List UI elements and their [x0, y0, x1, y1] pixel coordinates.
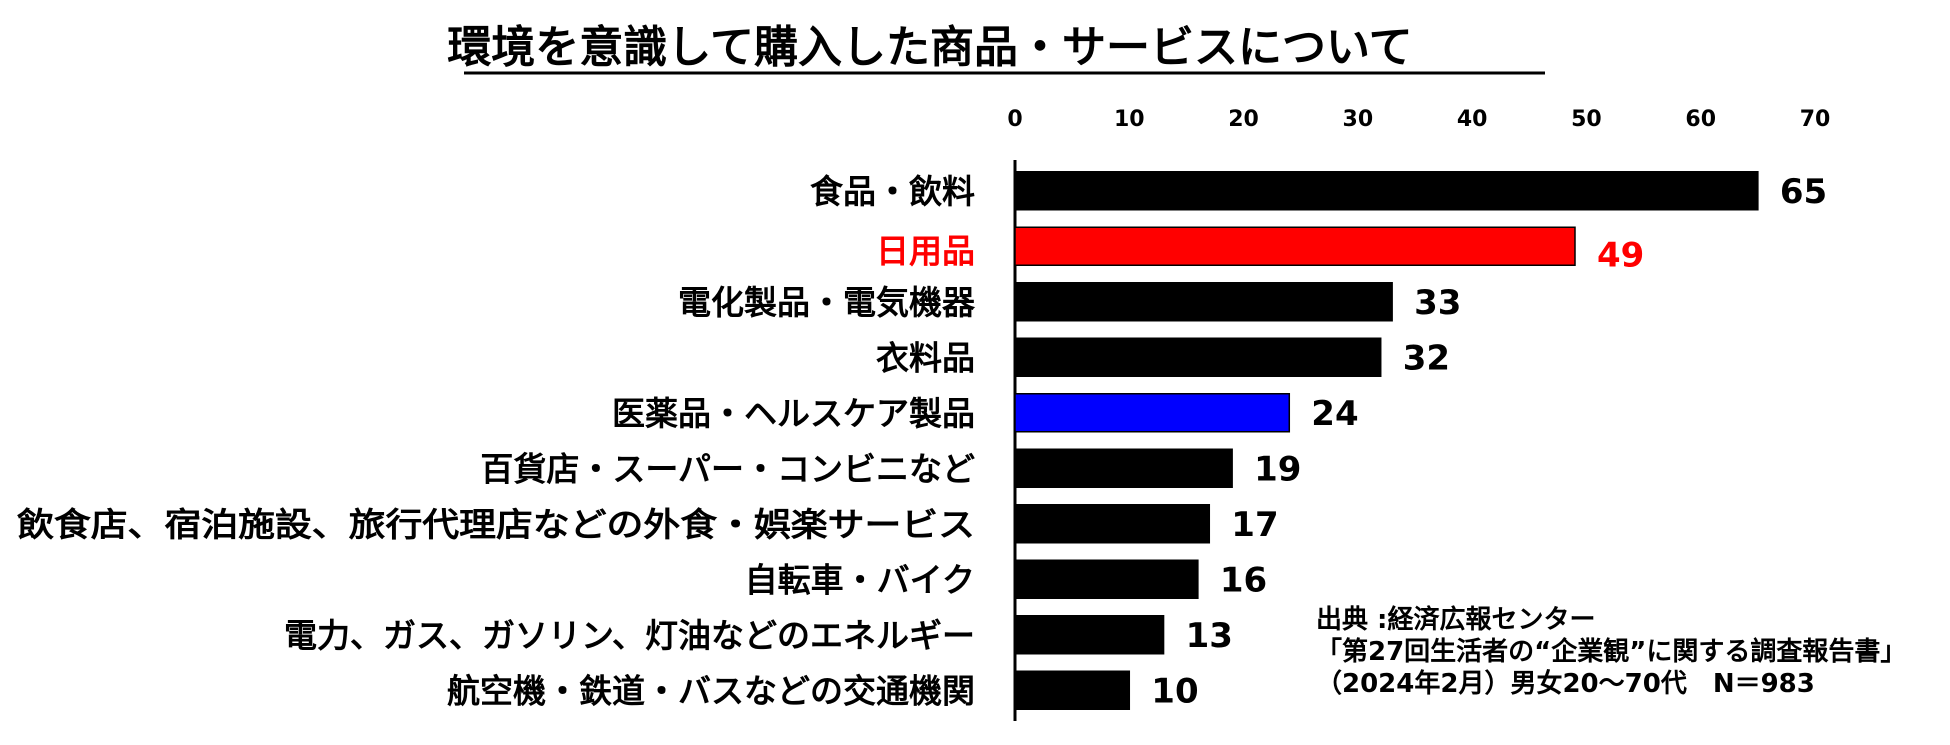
category-label: 食品・飲料	[810, 172, 975, 211]
x-tick-label: 50	[1571, 107, 1602, 132]
bar	[1014, 393, 1291, 433]
value-label: 65	[1780, 172, 1827, 212]
bar	[1014, 226, 1576, 266]
bar-series: 食品・飲料 65 日用品 49 電化製品・電気機器 33 衣料品 32 医薬品・ヘルスケア製品 2…	[17, 171, 1827, 711]
value-label: 32	[1403, 338, 1450, 378]
value-label: 13	[1186, 616, 1233, 656]
x-tick-label: 70	[1800, 107, 1831, 132]
value-label: 17	[1231, 505, 1278, 545]
category-label: 飲食店、宿泊施設、旅行代理店などの外食・娯楽サービス	[17, 505, 975, 544]
category-label: 電力、ガス、ガソリン、灯油などのエネルギー	[284, 616, 975, 655]
category-label: 日用品	[876, 231, 975, 270]
x-tick-label: 60	[1685, 107, 1716, 132]
category-label: 医薬品・ヘルスケア製品	[612, 394, 975, 433]
category-label: 電化製品・電気機器	[678, 283, 976, 322]
value-label: 49	[1597, 235, 1644, 275]
value-label: 10	[1151, 671, 1198, 711]
source-line-1: 出典 :経済広報センター	[1316, 604, 1595, 635]
value-label: 19	[1254, 449, 1301, 489]
value-label: 16	[1220, 560, 1267, 600]
bar	[1014, 337, 1382, 377]
category-label: 百貨店・スーパー・コンビニなど	[480, 449, 975, 488]
category-label: 自転車・バイク	[745, 560, 975, 599]
bar	[1014, 670, 1131, 710]
source-note: 出典 :経済広報センター 「第27回生活者の“企業観”に関する調査報告書」 （2…	[1316, 604, 1906, 699]
category-label: 衣料品	[876, 338, 975, 377]
bar	[1014, 504, 1211, 544]
category-label: 航空機・鉄道・バスなどの交通機関	[447, 671, 975, 710]
source-line-3: （2024年2月）男女20～70代 N＝983	[1316, 668, 1815, 699]
bar	[1014, 171, 1759, 211]
bar	[1014, 559, 1199, 599]
x-tick-label: 30	[1343, 107, 1374, 132]
x-axis-ticks: 0 10 20 30 40 50 60 70	[1007, 107, 1830, 132]
x-tick-label: 40	[1457, 107, 1488, 132]
x-tick-label: 0	[1007, 107, 1022, 132]
source-line-2: 「第27回生活者の“企業観”に関する調査報告書」	[1316, 636, 1906, 667]
x-tick-label: 10	[1114, 107, 1145, 132]
chart-title: 環境を意識して購入した商品・サービスについて	[447, 22, 1412, 73]
x-tick-label: 20	[1228, 107, 1259, 132]
value-label: 33	[1414, 283, 1461, 323]
bar	[1014, 448, 1233, 488]
value-label: 24	[1311, 394, 1358, 434]
bar	[1014, 615, 1165, 655]
bar	[1014, 282, 1393, 322]
